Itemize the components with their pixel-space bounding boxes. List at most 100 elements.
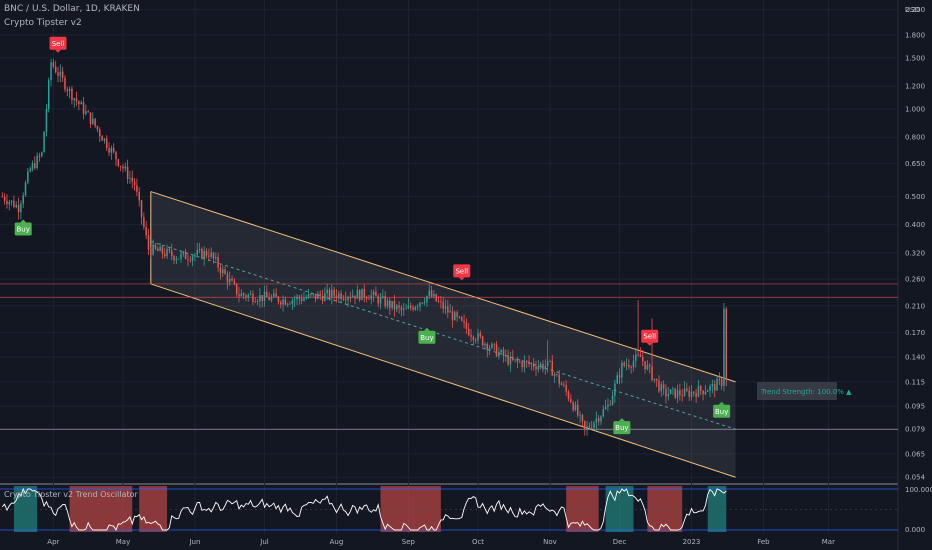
time-tick: Jul (259, 538, 269, 546)
candle-body (61, 71, 64, 78)
candle-body (321, 295, 324, 302)
oscillator-zone (566, 486, 599, 532)
buy-signal: Buy (613, 418, 631, 435)
candle-body (695, 393, 697, 397)
candle-body (625, 364, 628, 366)
candle-body (261, 295, 263, 302)
candle-body (423, 302, 426, 304)
candle-body (175, 259, 178, 261)
candle-body (551, 361, 554, 376)
candle-body (386, 300, 389, 307)
candle-body (233, 280, 236, 284)
candle-body (41, 152, 43, 156)
candle-body (242, 293, 245, 296)
candle-body (539, 363, 542, 367)
candle-body (103, 138, 106, 141)
candle-body (238, 294, 240, 297)
candle-body (481, 336, 484, 346)
indicator-title: Crypto Tipster v2 (4, 18, 82, 28)
candle-body (266, 291, 268, 298)
time-tick: 2023 (683, 538, 701, 546)
candle-body (319, 293, 321, 296)
candle-body (398, 305, 400, 308)
candle-body (201, 248, 203, 259)
candle-body (683, 388, 686, 397)
candle-body (73, 98, 76, 101)
candle-body (10, 200, 13, 203)
candle-body (259, 295, 261, 302)
candle-body (314, 293, 317, 299)
candle-body (177, 258, 180, 260)
candle-body (38, 155, 41, 157)
candle-body (143, 217, 145, 227)
candle-body (414, 306, 417, 310)
signal-label: Sell (455, 267, 468, 275)
candle-body (488, 347, 491, 351)
candle-body (723, 308, 725, 386)
candle-body (136, 185, 138, 192)
candle-body (184, 251, 187, 260)
oscillator-zone (13, 486, 38, 532)
candle-body (328, 289, 331, 298)
candle-body (546, 361, 549, 367)
candle-body (593, 422, 595, 428)
candle-body (150, 249, 152, 255)
candle-body (658, 380, 660, 392)
price-tick: 1.200 (905, 83, 925, 91)
candle-body (474, 339, 477, 341)
candle-body (609, 404, 612, 406)
candle-body (254, 301, 256, 303)
candle-body (59, 71, 62, 76)
candle-body (159, 246, 161, 252)
candle-body (493, 343, 496, 345)
candle-body (338, 293, 340, 299)
candle-body (500, 350, 502, 353)
time-tick: Aug (330, 538, 344, 546)
candle-body (461, 317, 463, 321)
candle-body (66, 89, 69, 92)
candle-body (105, 138, 108, 149)
price-axis[interactable]: 2.200 1.800 1.500 1.200 1.000 0.800 0.650 0.500… (905, 6, 932, 534)
price-tick: 0.320 (905, 249, 925, 257)
candle-body (187, 259, 189, 260)
candle-body (117, 159, 120, 166)
candle-body (391, 301, 393, 308)
candle-body (662, 384, 665, 389)
signal-label: Sell (52, 40, 65, 48)
candle-body (426, 295, 428, 303)
candle-body (6, 200, 8, 205)
candle-body (245, 295, 247, 298)
candle-body (342, 299, 345, 300)
candle-body (296, 296, 298, 300)
candle-body (31, 163, 34, 169)
candle-body (702, 390, 704, 395)
candle-body (498, 352, 500, 357)
candle-body (440, 301, 442, 303)
candle-body (449, 311, 451, 313)
candle-body (486, 344, 489, 351)
candle-body (623, 362, 625, 366)
candle-body (458, 316, 461, 318)
candle-body (124, 166, 127, 169)
trend-strength-box (757, 382, 837, 400)
candle-body (688, 390, 690, 397)
candle-body (495, 344, 498, 357)
candle-body (720, 379, 723, 386)
candle-body (133, 181, 136, 186)
candle-body (456, 312, 458, 317)
candle-body (595, 418, 598, 423)
candle-body (711, 383, 714, 386)
candle-body (145, 226, 147, 236)
time-axis[interactable]: Apr May Jun Jul Aug Sep Oct Nov Dec 2023 Feb Mar (47, 538, 835, 546)
candle-body (477, 333, 479, 341)
candle-body (669, 389, 672, 395)
price-tick: 0.054 (905, 474, 926, 482)
signal-pointer (20, 219, 27, 223)
candle-body (280, 302, 282, 305)
candle-body (50, 62, 52, 80)
candle-body (621, 362, 623, 378)
candle-body (305, 297, 308, 299)
candle-body (170, 250, 173, 256)
symbol-title: BNC / U.S. Dollar, 1D, KRAKEN (4, 4, 140, 14)
